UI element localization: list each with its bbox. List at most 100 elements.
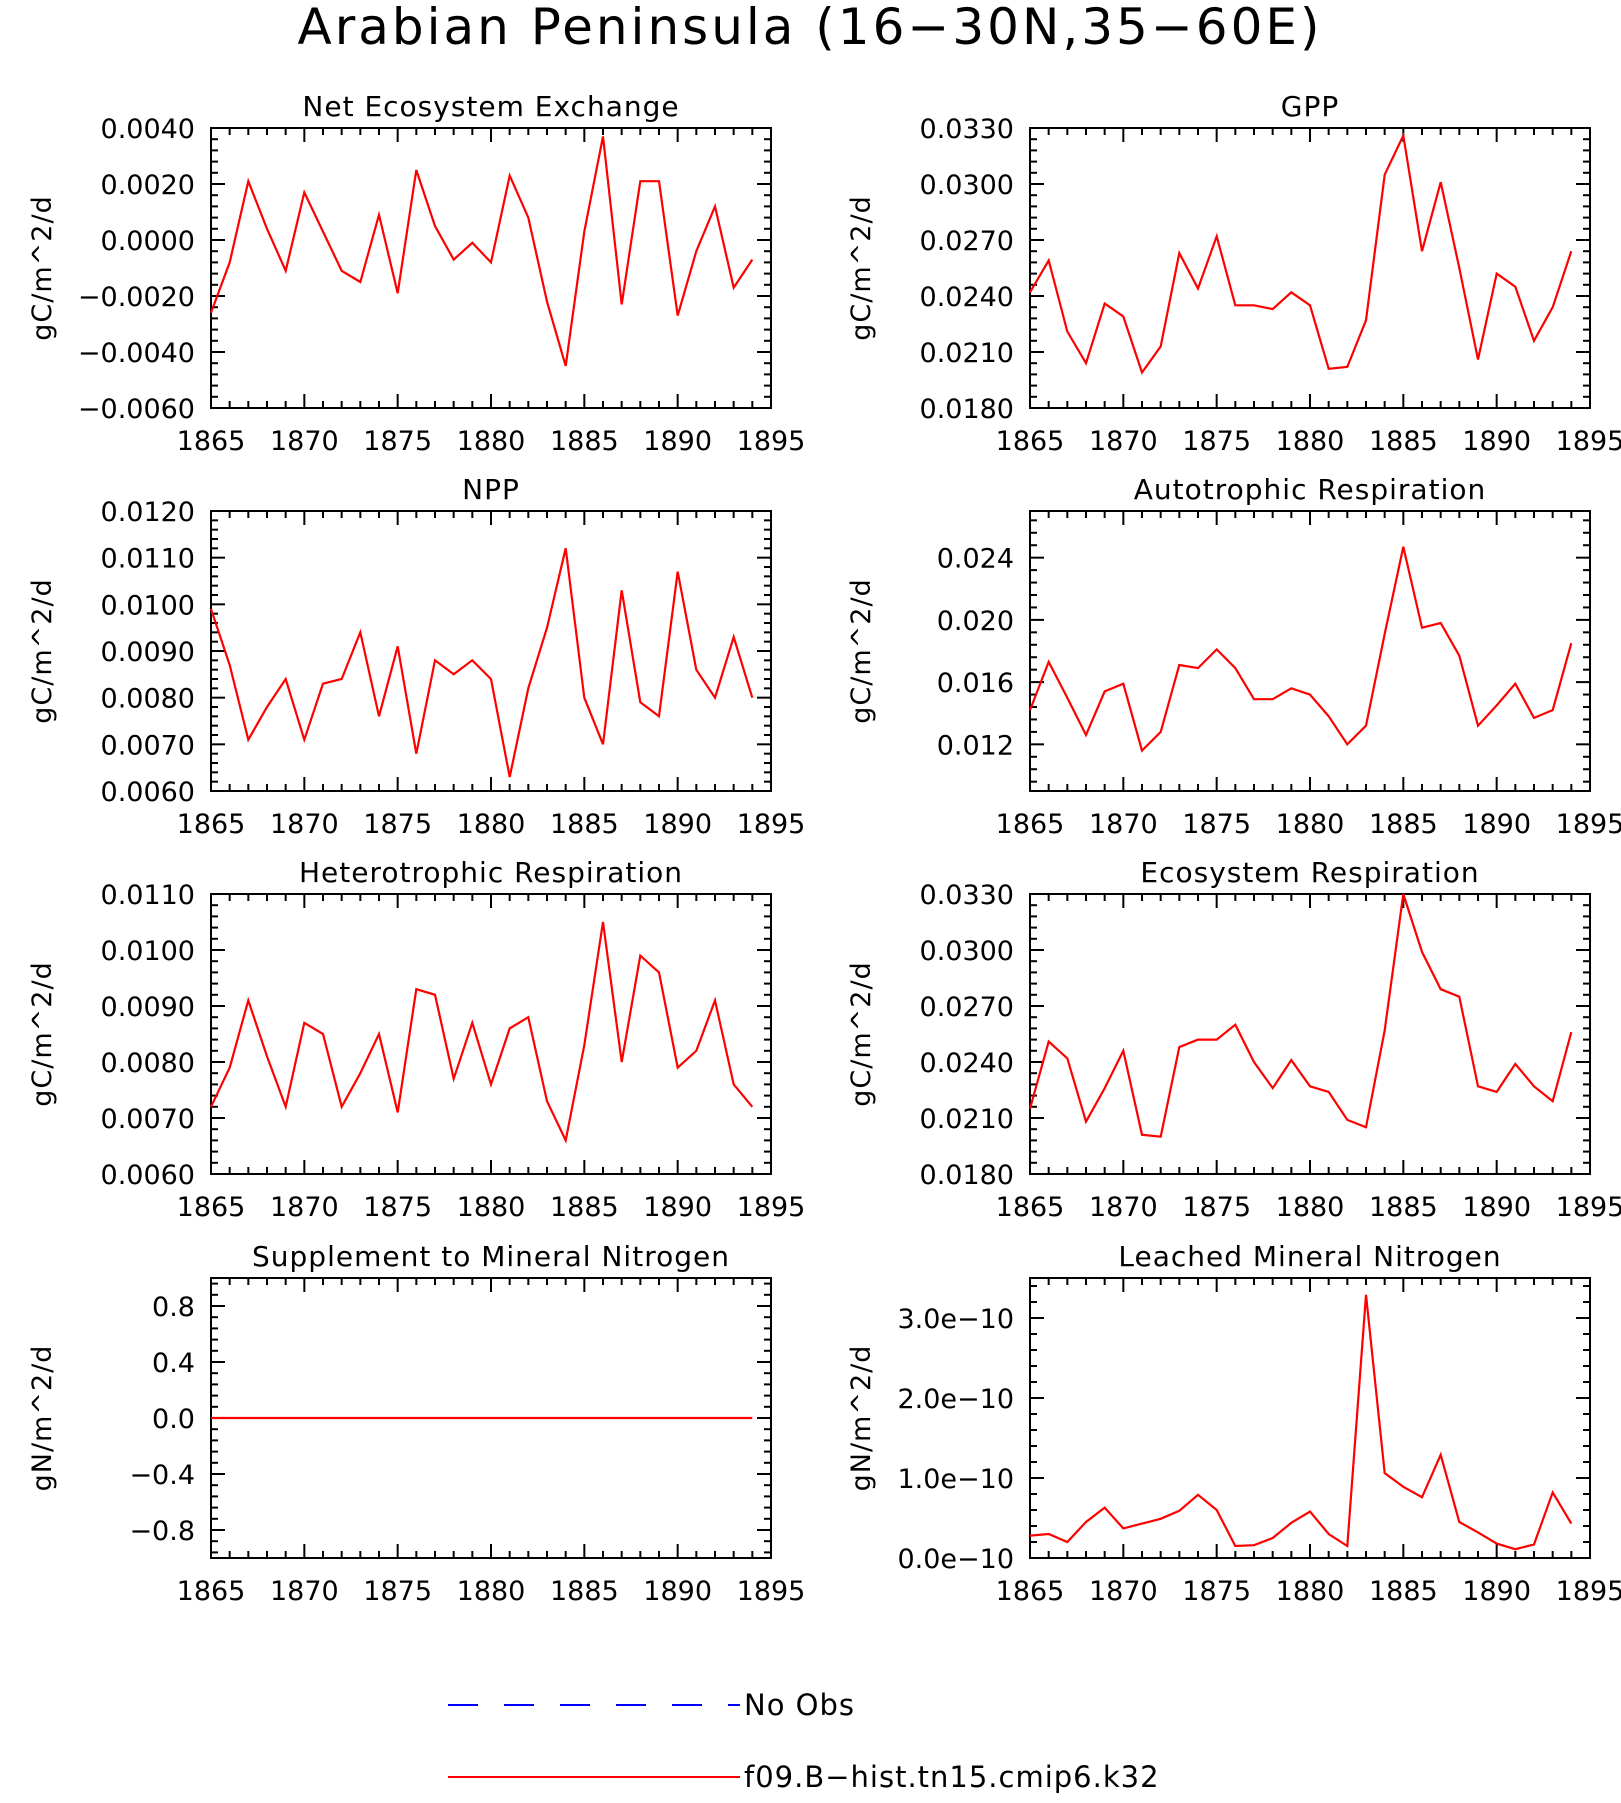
y-tick-label: 3.0e−10 bbox=[897, 1304, 1014, 1335]
y-tick-label: 0.0300 bbox=[920, 170, 1014, 201]
y-tick-label: 0.0330 bbox=[920, 114, 1014, 145]
x-tick-label: 1880 bbox=[1276, 426, 1345, 457]
y-tick-label: 0.0070 bbox=[101, 730, 195, 761]
y-tick-label: 0.0270 bbox=[920, 992, 1014, 1023]
x-tick-label: 1880 bbox=[457, 809, 526, 840]
y-axis-label: gC/m^2/d bbox=[27, 578, 58, 723]
x-tick-label: 1885 bbox=[1369, 426, 1438, 457]
x-tick-label: 1870 bbox=[1089, 809, 1158, 840]
x-tick-label: 1865 bbox=[996, 1576, 1065, 1607]
x-tick-label: 1865 bbox=[996, 426, 1065, 457]
panel-title: Heterotrophic Respiration bbox=[299, 856, 683, 889]
x-tick-label: 1885 bbox=[1369, 809, 1438, 840]
panel-ecosystem-respiration: Ecosystem Respiration gC/m^2/d 1865 1870 187… bbox=[846, 856, 1621, 1223]
panel-title: Leached Mineral Nitrogen bbox=[1118, 1240, 1501, 1273]
x-tick-label: 1895 bbox=[1556, 1192, 1621, 1223]
y-tick-label: 0.012 bbox=[937, 730, 1014, 761]
y-axis-label: gC/m^2/d bbox=[27, 195, 58, 340]
y-tick-label: 0.0100 bbox=[101, 590, 195, 621]
y-tick-label: 0.0090 bbox=[101, 637, 195, 668]
panel-title: Supplement to Mineral Nitrogen bbox=[252, 1240, 730, 1273]
y-tick-label: 0.0060 bbox=[101, 1160, 195, 1191]
plot-frame bbox=[210, 510, 772, 792]
plot-frame bbox=[1029, 510, 1591, 792]
x-tick-label: 1890 bbox=[643, 1576, 712, 1607]
panel-net-ecosystem-exchange: Net Ecosystem Exchange gC/m^2/d 1865 1870 18… bbox=[27, 90, 805, 457]
x-tick-label: 1880 bbox=[457, 426, 526, 457]
panel-supplement-to-mineral-nitrogen: Supplement to Mineral Nitrogen gN/m^2/d 18… bbox=[27, 1240, 805, 1607]
x-tick-label: 1875 bbox=[363, 426, 432, 457]
y-tick-label: −0.0020 bbox=[78, 282, 195, 313]
chart-panels: Net Ecosystem Exchange gC/m^2/d 1865 1870 18… bbox=[27, 90, 1621, 1607]
series-line-ecosystem-respiration bbox=[1028, 893, 1573, 1138]
y-tick-label: 0.0040 bbox=[101, 114, 195, 145]
panel-title: Net Ecosystem Exchange bbox=[302, 90, 679, 123]
y-tick-label: 0.0120 bbox=[101, 497, 195, 528]
y-tick-label: 0.8 bbox=[152, 1292, 195, 1323]
series-line-leached-mineral-nitrogen bbox=[1029, 1294, 1573, 1551]
series-line-net-ecosystem-exchange bbox=[209, 136, 754, 367]
y-tick-label: 0.0180 bbox=[920, 394, 1014, 425]
plot-frame bbox=[210, 893, 772, 1175]
x-tick-label: 1885 bbox=[1369, 1192, 1438, 1223]
x-tick-label: 1875 bbox=[363, 1576, 432, 1607]
x-tick-label: 1875 bbox=[1182, 1192, 1251, 1223]
y-axis-label: gN/m^2/d bbox=[27, 1345, 58, 1492]
x-tick-label: 1885 bbox=[550, 1192, 619, 1223]
x-tick-label: 1880 bbox=[457, 1576, 526, 1607]
series-line-npp bbox=[209, 548, 754, 778]
x-tick-label: 1870 bbox=[1089, 1192, 1158, 1223]
y-tick-label: 0.0270 bbox=[920, 226, 1014, 257]
x-tick-label: 1870 bbox=[270, 1192, 339, 1223]
panel-title: Ecosystem Respiration bbox=[1140, 856, 1479, 889]
x-tick-label: 1865 bbox=[177, 1192, 246, 1223]
x-tick-label: 1895 bbox=[737, 809, 806, 840]
x-tick-label: 1865 bbox=[177, 426, 246, 457]
y-axis-label: gC/m^2/d bbox=[846, 578, 877, 723]
y-tick-label: 0.0240 bbox=[920, 282, 1014, 313]
x-tick-label: 1875 bbox=[1182, 426, 1251, 457]
y-axis-label: gC/m^2/d bbox=[27, 961, 58, 1106]
series-line-heterotrophic-respiration bbox=[210, 921, 754, 1144]
panel-leached-mineral-nitrogen: Leached Mineral Nitrogen gN/m^2/d 1865 1870… bbox=[846, 1240, 1621, 1607]
y-axis-label: gN/m^2/d bbox=[846, 1345, 877, 1492]
plot-frame bbox=[1029, 127, 1591, 409]
y-tick-label: 0.024 bbox=[937, 544, 1014, 575]
x-tick-label: 1875 bbox=[1182, 1576, 1251, 1607]
x-tick-label: 1865 bbox=[996, 809, 1065, 840]
x-tick-label: 1890 bbox=[1462, 1576, 1531, 1607]
y-tick-label: 0.0110 bbox=[101, 544, 195, 575]
x-tick-label: 1890 bbox=[643, 809, 712, 840]
plot-frame bbox=[1029, 893, 1591, 1175]
x-tick-label: 1875 bbox=[363, 1192, 432, 1223]
y-tick-label: 0.0000 bbox=[101, 226, 195, 257]
panel-title: GPP bbox=[1281, 90, 1339, 123]
y-tick-label: 0.0100 bbox=[101, 936, 195, 967]
x-tick-label: 1890 bbox=[1462, 426, 1531, 457]
panel-title: Autotrophic Respiration bbox=[1134, 473, 1486, 506]
plot-frame bbox=[210, 127, 772, 409]
x-tick-label: 1890 bbox=[1462, 1192, 1531, 1223]
figure-title: Arabian Peninsula (16−30N,35−60E) bbox=[297, 0, 1322, 56]
x-tick-label: 1885 bbox=[550, 809, 619, 840]
y-axis-label: gC/m^2/d bbox=[846, 961, 877, 1106]
y-axis-label: gC/m^2/d bbox=[846, 195, 877, 340]
x-tick-label: 1870 bbox=[270, 426, 339, 457]
panel-heterotrophic-respiration: Heterotrophic Respiration gC/m^2/d 1865 187… bbox=[27, 856, 805, 1223]
x-tick-label: 1865 bbox=[177, 809, 246, 840]
x-tick-label: 1895 bbox=[737, 1192, 806, 1223]
y-tick-label: 1.0e−10 bbox=[897, 1464, 1014, 1495]
x-tick-label: 1870 bbox=[1089, 1576, 1158, 1607]
x-tick-label: 1895 bbox=[1556, 1576, 1621, 1607]
x-tick-label: 1885 bbox=[550, 1576, 619, 1607]
y-tick-label: 0.0060 bbox=[101, 777, 195, 808]
x-tick-label: 1870 bbox=[270, 809, 339, 840]
x-tick-label: 1880 bbox=[1276, 809, 1345, 840]
y-tick-label: 0.4 bbox=[152, 1348, 195, 1379]
x-tick-label: 1895 bbox=[1556, 809, 1621, 840]
x-tick-label: 1895 bbox=[737, 1576, 806, 1607]
x-tick-label: 1870 bbox=[1089, 426, 1158, 457]
panel-autotrophic-respiration: Autotrophic Respiration gC/m^2/d 1865 1870 1… bbox=[846, 473, 1621, 840]
x-tick-label: 1895 bbox=[737, 426, 806, 457]
series-line-gpp bbox=[1029, 131, 1573, 375]
